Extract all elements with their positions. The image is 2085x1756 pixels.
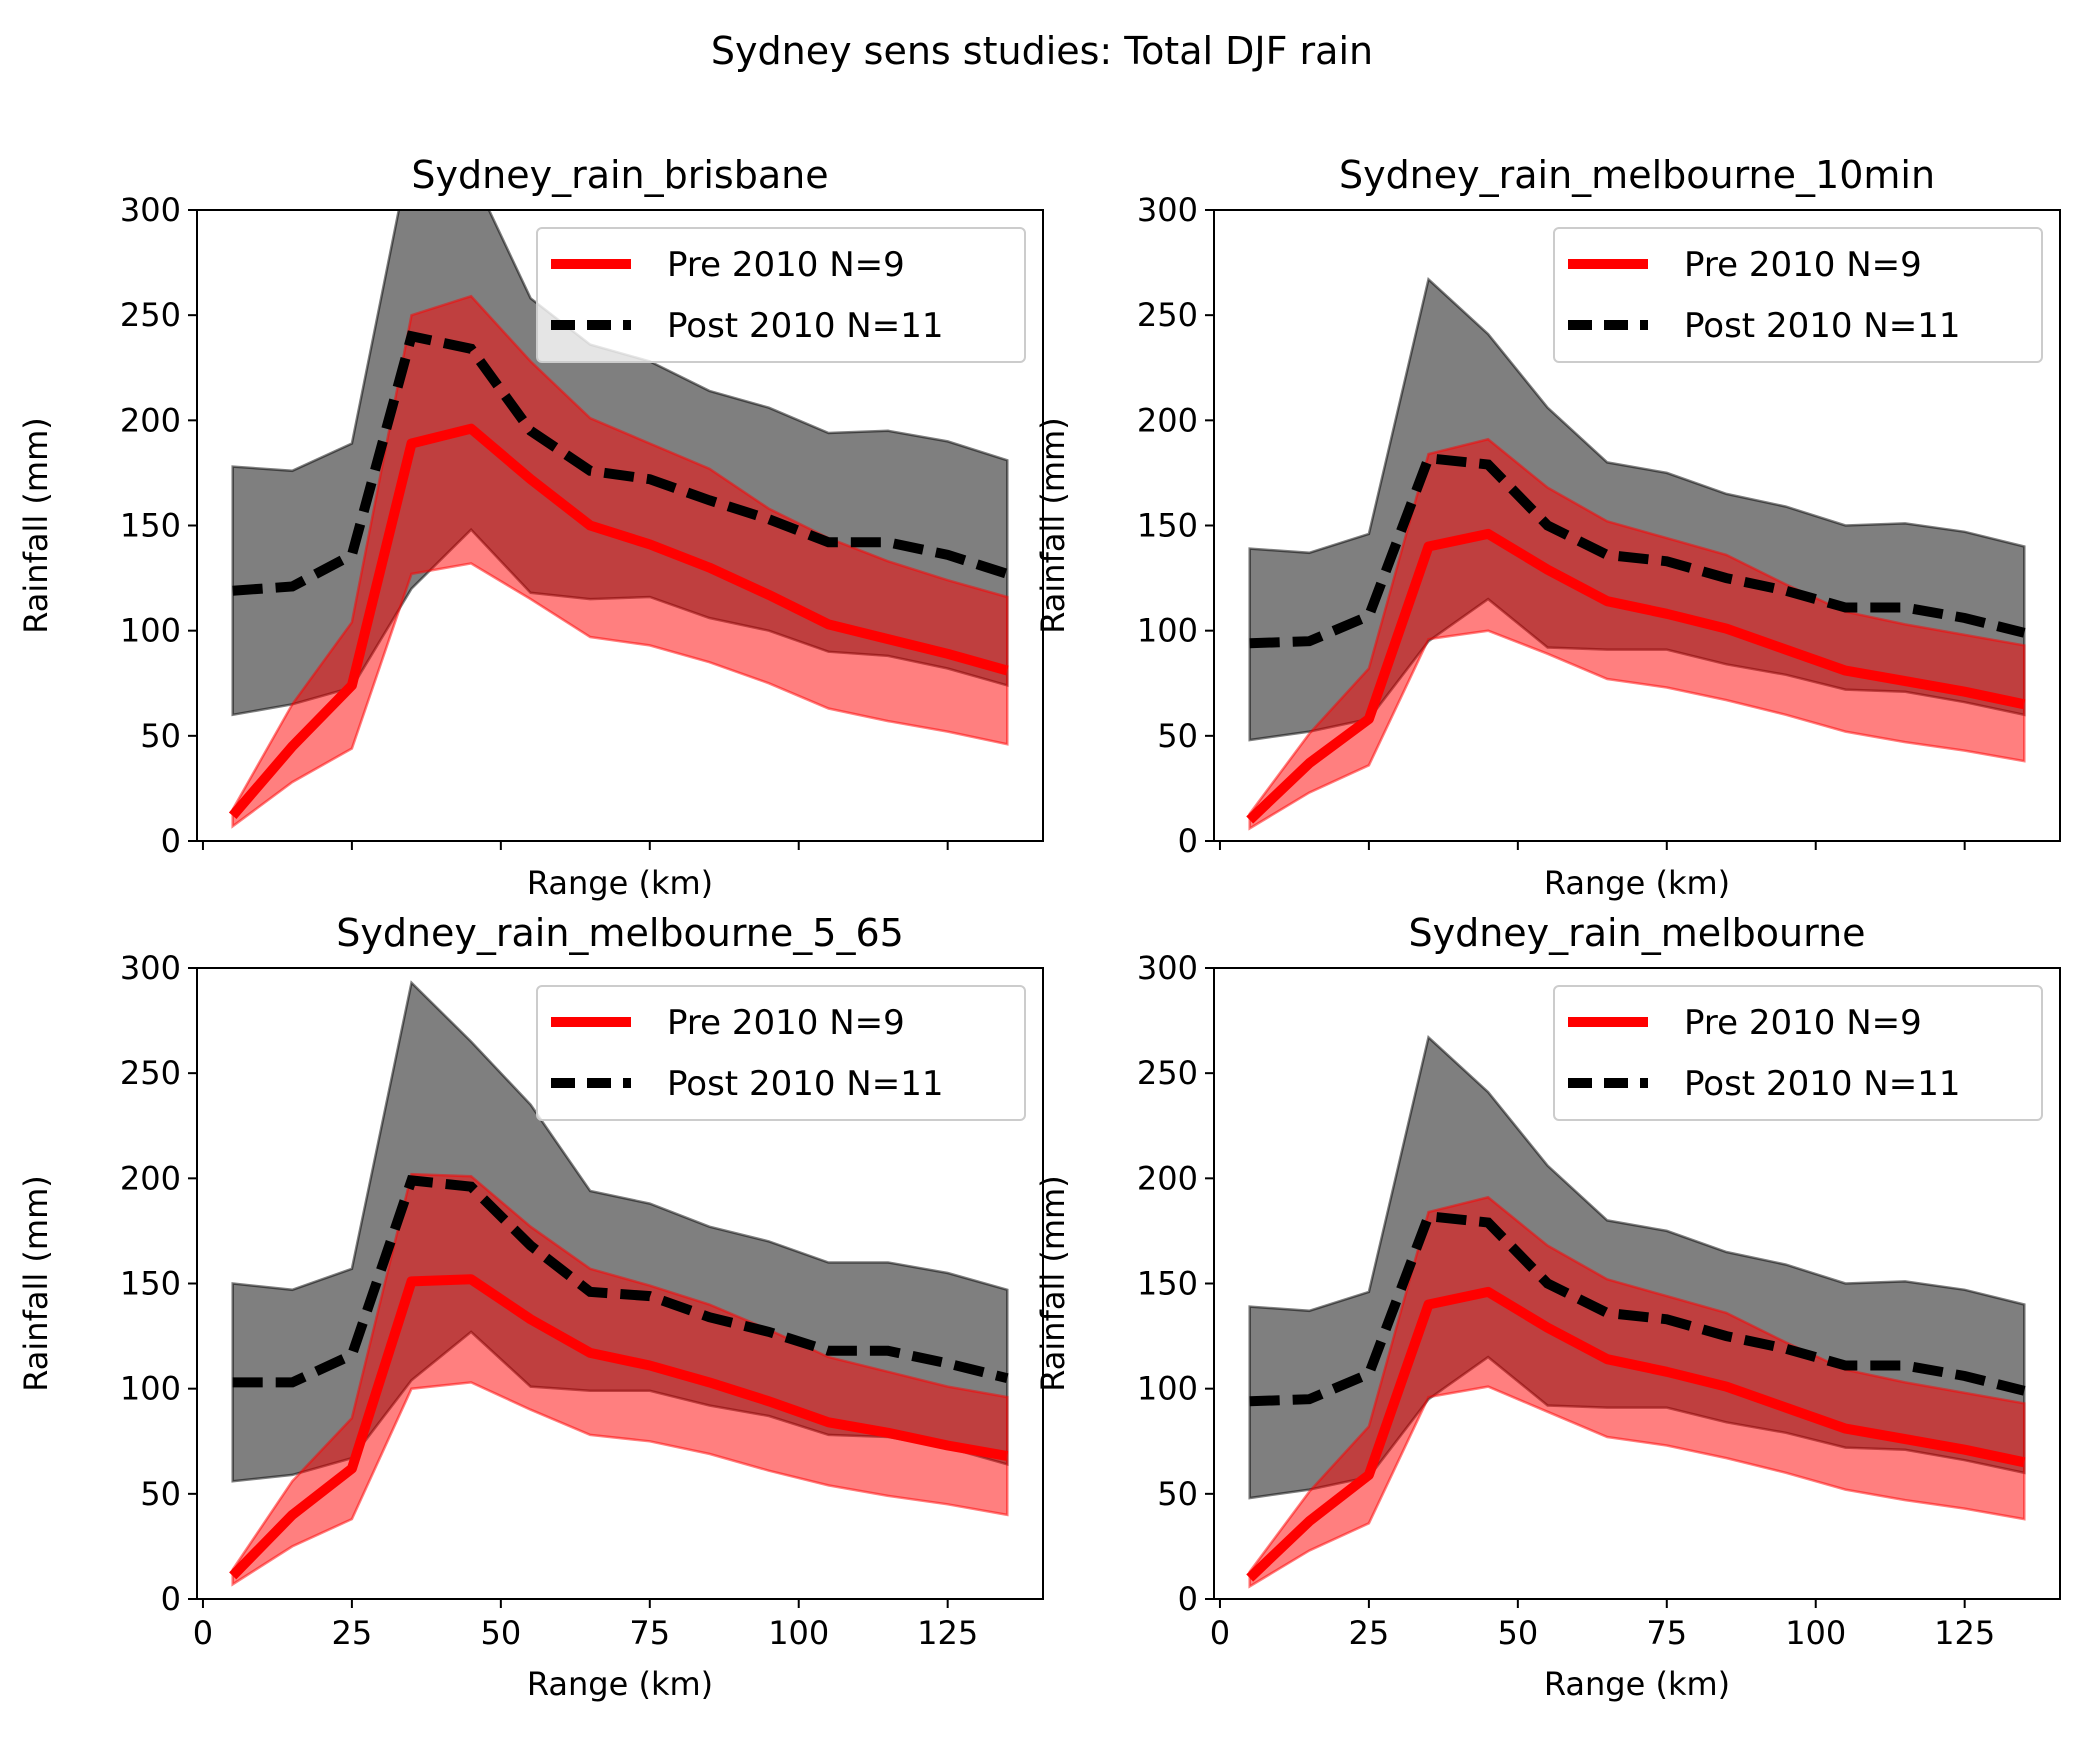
y-axis-label: Rainfall (mm) bbox=[17, 1175, 55, 1391]
legend-box bbox=[1553, 985, 2043, 1121]
x-axis-label: Range (km) bbox=[1544, 1665, 1730, 1703]
y-tick-label: 100 bbox=[120, 1370, 181, 1408]
panel-1: 0 50 100 150 200 250 300 Sydney_rain_brisbane Ra… bbox=[17, 153, 1044, 902]
y-tick-label: 200 bbox=[1137, 401, 1198, 439]
y-tick-label: 0 bbox=[161, 822, 181, 860]
x-tick-label: 75 bbox=[629, 1614, 670, 1652]
y-tick-label: 50 bbox=[140, 1475, 181, 1513]
y-tick-label: 250 bbox=[1137, 296, 1198, 334]
y-tick-label: 200 bbox=[1137, 1159, 1198, 1197]
y-tick-label: 0 bbox=[1178, 1580, 1198, 1618]
legend-box bbox=[1553, 227, 2043, 363]
panel-4: 0 50 100 150 200 250 300 0 25 50 75 100 125 Sydney_ra… bbox=[1034, 911, 2061, 1703]
y-tick-label: 100 bbox=[1137, 612, 1198, 650]
legend-box bbox=[536, 985, 1026, 1121]
y-tick-label: 0 bbox=[1178, 822, 1198, 860]
legend: Pre 2010 N=9 Post 2010 N=11 bbox=[536, 227, 1026, 363]
panel-2: 0 50 100 150 200 250 300 Sydney_rain_melbourne_… bbox=[1034, 153, 2061, 902]
y-tick-label: 150 bbox=[120, 507, 181, 545]
line-post-2010 bbox=[1249, 452, 2026, 649]
y-tick-label: 150 bbox=[1137, 1265, 1198, 1303]
y-axis-label: Rainfall (mm) bbox=[1034, 1175, 1072, 1391]
legend-label: Post 2010 N=11 bbox=[667, 1064, 943, 1104]
x-tick-label: 100 bbox=[1785, 1614, 1846, 1652]
line-post-2010 bbox=[1249, 1210, 2026, 1407]
legend-label: Pre 2010 N=9 bbox=[667, 245, 905, 285]
y-tick-label: 0 bbox=[161, 1580, 181, 1618]
legend-label: Pre 2010 N=9 bbox=[1684, 1003, 1922, 1043]
band-pre-2010 bbox=[1248, 437, 2026, 831]
y-tick-label: 200 bbox=[120, 1159, 181, 1197]
x-tick-label: 100 bbox=[768, 1614, 829, 1652]
x-tick-label: 125 bbox=[917, 1614, 978, 1652]
x-tick-label: 0 bbox=[193, 1614, 213, 1652]
line-pre-2010 bbox=[228, 423, 1009, 820]
y-tick-label: 250 bbox=[120, 296, 181, 334]
figure-title: Sydney sens studies: Total DJF rain bbox=[711, 29, 1373, 73]
plot-area bbox=[229, 980, 1009, 1587]
line-post-2010 bbox=[232, 330, 1009, 596]
y-tick-label: 200 bbox=[120, 401, 181, 439]
x-tick-label: 25 bbox=[1349, 1614, 1390, 1652]
plot-area bbox=[1246, 1035, 2026, 1589]
band-pre-2010 bbox=[1248, 1195, 2026, 1589]
panel-title: Sydney_rain_melbourne bbox=[1408, 911, 1865, 955]
y-axis-label: Rainfall (mm) bbox=[1034, 417, 1072, 633]
legend: Pre 2010 N=9 Post 2010 N=11 bbox=[1553, 227, 2043, 363]
x-tick-label: 0 bbox=[1210, 1614, 1230, 1652]
legend-label: Post 2010 N=11 bbox=[1684, 306, 1960, 346]
plot-area bbox=[1246, 277, 2026, 831]
y-tick-label: 100 bbox=[120, 612, 181, 650]
x-axis-label: Range (km) bbox=[527, 1665, 713, 1703]
panels: 050100150200250300Sydney_rain_brisbaneRa… bbox=[17, 153, 2061, 1703]
legend: Pre 2010 N=9 Post 2010 N=11 bbox=[536, 985, 1026, 1121]
panel-title: Sydney_rain_melbourne_10min bbox=[1339, 153, 1935, 197]
x-tick-label: 75 bbox=[1646, 1614, 1687, 1652]
y-tick-label: 100 bbox=[1137, 1370, 1198, 1408]
legend-label: Pre 2010 N=9 bbox=[1684, 245, 1922, 285]
legend-label: Post 2010 N=11 bbox=[1684, 1064, 1960, 1104]
panel-title: Sydney_rain_melbourne_5_65 bbox=[336, 911, 904, 955]
y-tick-label: 50 bbox=[1157, 1475, 1198, 1513]
y-tick-label: 300 bbox=[1137, 191, 1198, 229]
y-axis-label: Rainfall (mm) bbox=[17, 417, 55, 633]
y-tick-label: 250 bbox=[120, 1054, 181, 1092]
x-axis-label: Range (km) bbox=[1544, 864, 1730, 902]
legend-label: Post 2010 N=11 bbox=[667, 306, 943, 346]
line-pre-2010 bbox=[1246, 528, 2026, 824]
y-tick-label: 150 bbox=[1137, 507, 1198, 545]
legend-label: Pre 2010 N=9 bbox=[667, 1003, 905, 1043]
panel-3: 0 50 100 150 200 250 300 0 25 50 75 100 125 Sydney_ra… bbox=[17, 911, 1044, 1703]
panel-title: Sydney_rain_brisbane bbox=[411, 153, 828, 197]
y-tick-label: 300 bbox=[1137, 949, 1198, 987]
plot-area bbox=[228, 210, 1009, 829]
x-tick-label: 25 bbox=[332, 1614, 373, 1652]
y-tick-label: 50 bbox=[1157, 717, 1198, 755]
x-tick-label: 50 bbox=[1497, 1614, 1538, 1652]
y-tick-label: 250 bbox=[1137, 1054, 1198, 1092]
y-tick-label: 300 bbox=[120, 949, 181, 987]
line-pre-2010 bbox=[1246, 1286, 2026, 1582]
x-axis-label: Range (km) bbox=[527, 864, 713, 902]
y-tick-label: 150 bbox=[120, 1265, 181, 1303]
x-tick-label: 50 bbox=[480, 1614, 521, 1652]
y-tick-label: 50 bbox=[140, 717, 181, 755]
x-tick-label: 125 bbox=[1934, 1614, 1995, 1652]
legend-box bbox=[536, 227, 1026, 363]
legend: Pre 2010 N=9 Post 2010 N=11 bbox=[1553, 985, 2043, 1121]
band-pre-2010 bbox=[231, 294, 1009, 829]
line-post-2010 bbox=[232, 1175, 1009, 1388]
line-pre-2010 bbox=[229, 1274, 1009, 1580]
y-tick-label: 300 bbox=[120, 191, 181, 229]
